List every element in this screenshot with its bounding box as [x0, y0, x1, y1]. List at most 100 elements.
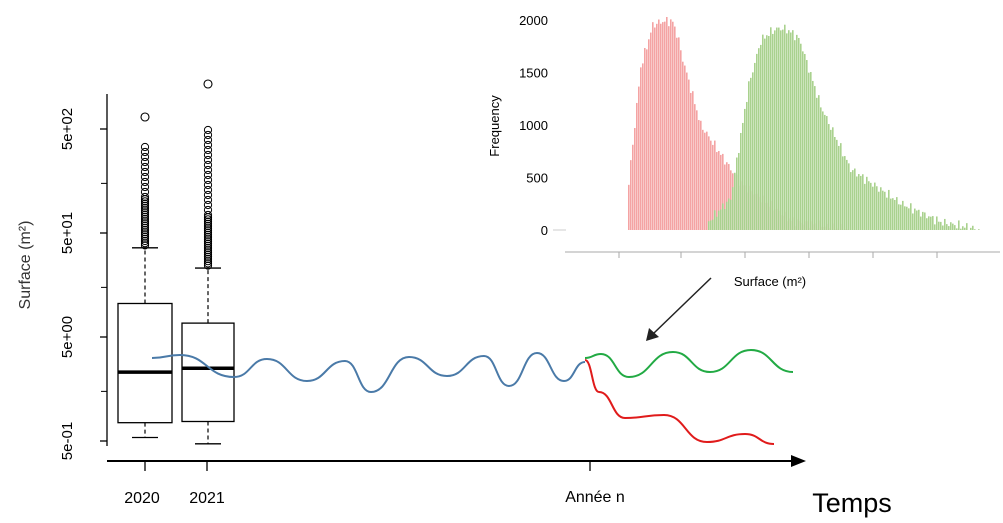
hist-bar-green [756, 53, 758, 231]
hist-bar-red [670, 19, 672, 231]
hist-bar-green [726, 201, 728, 230]
outlier-point [140, 228, 150, 237]
outlier-point [203, 125, 213, 135]
hist-bar-red [632, 144, 634, 230]
outlier-point [203, 228, 213, 237]
hist-bar-green [876, 186, 878, 230]
hist-bar-green [752, 72, 754, 230]
hist-bar-green [840, 143, 842, 230]
hist-bar-green [864, 183, 866, 230]
outlier-point [203, 175, 213, 185]
outlier-point [203, 155, 213, 165]
outlier-point [203, 250, 213, 259]
outlier-point [203, 252, 213, 261]
outlier-point [140, 157, 150, 167]
hist-bar-green [870, 182, 872, 230]
hist-bar-red [726, 162, 728, 230]
hist-bar-green [850, 172, 852, 230]
outlier-point [140, 147, 150, 157]
hist-bar-green [896, 197, 898, 230]
hist-bar-green [798, 37, 800, 230]
outlier-point [203, 190, 213, 200]
hist-bar-red [688, 79, 690, 230]
hist-bar-green [732, 187, 734, 230]
hist-bar-green [908, 208, 910, 230]
hist-bar-green [772, 33, 774, 230]
hist-y-ticks: 0 500 1000 1500 2000 [519, 13, 566, 238]
hist-bar-red [702, 129, 704, 230]
hist-bar-green [884, 191, 886, 230]
hist-y-tick-label: 0 [541, 223, 548, 238]
hist-bar-green [888, 189, 890, 230]
outlier-point [140, 208, 150, 217]
hist-bar-green [740, 132, 742, 230]
hist-bar-green [778, 27, 780, 230]
hist-bar-red [646, 49, 648, 230]
hist-bar-green [950, 222, 952, 230]
hist-bar-green [816, 97, 818, 230]
hist-bar-green [748, 81, 750, 230]
outlier-point [203, 140, 213, 150]
outlier-point [203, 185, 213, 195]
boxplot-2020 [117, 112, 173, 439]
hist-bar-green [792, 30, 794, 230]
time-axis-title: Temps [812, 488, 892, 518]
hist-bar-green [828, 124, 830, 230]
outlier-point [140, 197, 150, 206]
hist-bar-green [788, 30, 790, 230]
hist-bar-green [956, 228, 958, 230]
outlier-point [140, 203, 150, 213]
hist-bar-green [958, 220, 960, 230]
hist-bar-green [710, 220, 712, 230]
outlier-point [140, 212, 150, 221]
hist-bar-green [844, 156, 846, 230]
hist-bar-red [640, 67, 642, 230]
hist-bar-green [724, 209, 726, 230]
hist-bar-green [890, 198, 892, 230]
outlier-point [140, 199, 150, 208]
hist-bar-red [628, 184, 630, 230]
hist-bar-green [974, 229, 976, 230]
hist-bar-green [944, 218, 946, 230]
hist-bar-green [854, 168, 856, 230]
hist-bar-red [678, 37, 680, 230]
hist-bar-green [952, 223, 954, 230]
hist-bar-green [806, 60, 808, 230]
hist-bar-green [914, 208, 916, 230]
hist-bar-red [658, 19, 660, 230]
x-label-annee-n: Année n [565, 489, 625, 506]
outlier-point [140, 210, 150, 219]
outlier-point [140, 230, 150, 239]
hist-bar-green [920, 216, 922, 230]
outlier-point [203, 213, 213, 222]
hist-bar-green [960, 228, 962, 230]
hist-bar-red [652, 22, 654, 230]
outlier-point [140, 201, 150, 210]
hist-bar-green [916, 210, 918, 230]
hist-bar-green [918, 209, 920, 230]
hist-bar-green [868, 181, 870, 230]
hist-bar-green [928, 216, 930, 230]
outlier-point [203, 221, 213, 231]
hist-bar-green [712, 219, 714, 230]
hist-bar-green [814, 86, 816, 230]
hist-bar-green [912, 213, 914, 230]
hist-bar-red [704, 132, 706, 230]
hist-bar-green [862, 174, 864, 230]
hist-bar-green [744, 108, 746, 230]
hist-bar-green [878, 191, 880, 230]
increase-scenario-curve [584, 348, 794, 379]
outlier-point [140, 192, 150, 202]
hist-bar-green [910, 203, 912, 230]
outlier-point [203, 135, 213, 145]
hist-y-tick-label: 1500 [519, 66, 548, 81]
hist-bar-red [712, 144, 714, 230]
hist-bar-red [706, 131, 708, 230]
trend-curve [151, 351, 586, 394]
hist-bar-green [946, 224, 948, 230]
hist-bar-red [684, 65, 686, 230]
hist-bar-green [966, 223, 968, 230]
outlier-point [203, 210, 213, 220]
hist-bar-green [786, 33, 788, 230]
